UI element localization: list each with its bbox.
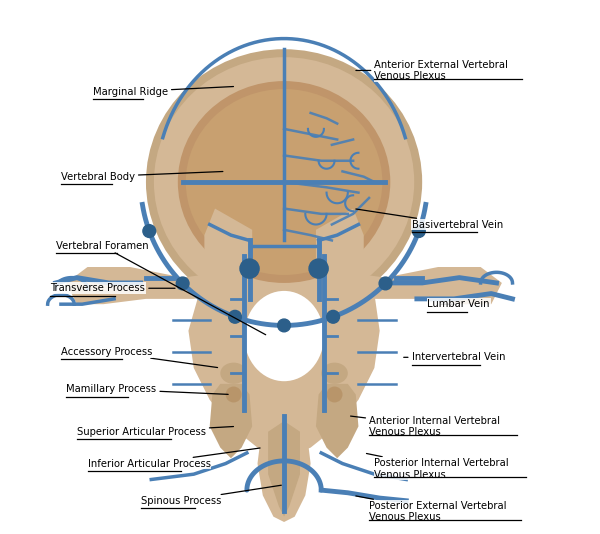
Ellipse shape bbox=[186, 89, 382, 275]
Polygon shape bbox=[316, 384, 358, 458]
Text: Posterior External Vertebral
Venous Plexus: Posterior External Vertebral Venous Plex… bbox=[356, 496, 506, 522]
Circle shape bbox=[176, 277, 189, 290]
Ellipse shape bbox=[220, 363, 247, 384]
Circle shape bbox=[229, 310, 241, 323]
Ellipse shape bbox=[178, 81, 391, 283]
Circle shape bbox=[309, 259, 328, 278]
Ellipse shape bbox=[326, 387, 343, 403]
Ellipse shape bbox=[329, 426, 350, 447]
Text: Superior Articular Process: Superior Articular Process bbox=[77, 427, 233, 437]
Text: Intervertebral Vein: Intervertebral Vein bbox=[404, 352, 505, 362]
Text: Accessory Process: Accessory Process bbox=[61, 347, 218, 367]
Circle shape bbox=[379, 277, 392, 290]
Polygon shape bbox=[188, 262, 380, 458]
Ellipse shape bbox=[146, 49, 422, 315]
Polygon shape bbox=[257, 416, 311, 522]
Circle shape bbox=[412, 225, 425, 238]
Polygon shape bbox=[332, 267, 502, 304]
Text: Inferior Articular Process: Inferior Articular Process bbox=[88, 448, 260, 468]
Text: Posterior Internal Vertebral
Venous Plexus: Posterior Internal Vertebral Venous Plex… bbox=[367, 453, 509, 480]
Text: Spinous Process: Spinous Process bbox=[140, 485, 281, 506]
Circle shape bbox=[327, 310, 340, 323]
Polygon shape bbox=[205, 209, 252, 304]
Polygon shape bbox=[316, 209, 364, 304]
Text: Vertebral Body: Vertebral Body bbox=[61, 171, 223, 182]
Text: Anterior External Vertebral
Venous Plexus: Anterior External Vertebral Venous Plexu… bbox=[356, 60, 508, 81]
Polygon shape bbox=[66, 267, 236, 304]
Ellipse shape bbox=[244, 291, 324, 381]
Text: Marginal Ridge: Marginal Ridge bbox=[93, 87, 233, 97]
Text: Mamillary Process: Mamillary Process bbox=[66, 384, 228, 395]
Circle shape bbox=[143, 225, 155, 238]
Text: Basivertebral Vein: Basivertebral Vein bbox=[356, 209, 503, 230]
Circle shape bbox=[240, 259, 259, 278]
Ellipse shape bbox=[321, 363, 348, 384]
Text: Lumbar Vein: Lumbar Vein bbox=[427, 299, 490, 309]
Ellipse shape bbox=[154, 57, 414, 307]
Ellipse shape bbox=[226, 387, 242, 403]
Text: Anterior Internal Vertebral
Venous Plexus: Anterior Internal Vertebral Venous Plexu… bbox=[350, 415, 500, 437]
Polygon shape bbox=[209, 384, 252, 458]
Ellipse shape bbox=[218, 426, 239, 447]
Text: Vertebral Foramen: Vertebral Foramen bbox=[56, 241, 266, 335]
Circle shape bbox=[278, 319, 290, 332]
Polygon shape bbox=[268, 421, 300, 517]
Text: Transverse Process: Transverse Process bbox=[50, 283, 175, 293]
